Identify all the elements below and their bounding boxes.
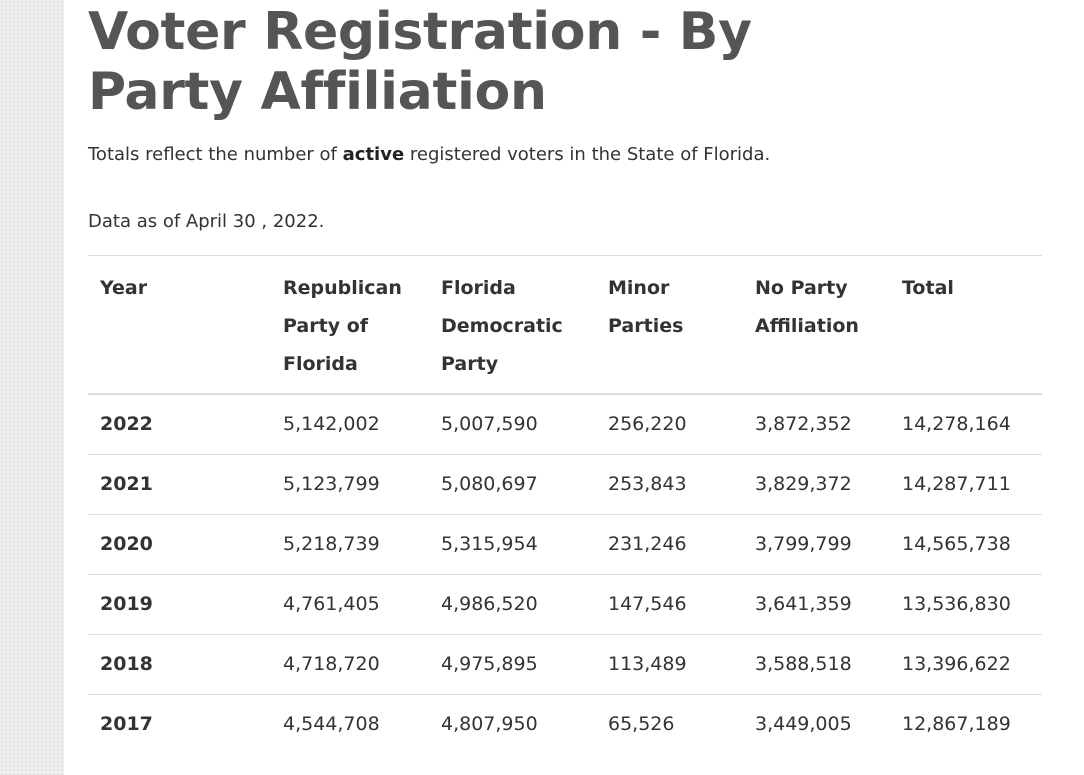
cell-democratic: 5,315,954 bbox=[441, 533, 538, 555]
cell-year: 2018 bbox=[100, 653, 153, 675]
header-year: Year bbox=[100, 277, 148, 299]
cell-year: 2017 bbox=[100, 713, 153, 735]
cell-no-party: 3,641,359 bbox=[755, 593, 852, 615]
cell-no-party: 3,449,005 bbox=[755, 713, 852, 735]
cell-no-party: 3,588,518 bbox=[755, 653, 852, 675]
cell-total: 13,396,622 bbox=[902, 653, 1011, 675]
cell-no-party: 3,872,352 bbox=[755, 413, 852, 435]
cell-democratic: 4,986,520 bbox=[441, 593, 538, 615]
cell-democratic: 4,807,950 bbox=[441, 713, 538, 735]
cell-minor-parties: 253,843 bbox=[608, 473, 687, 495]
cell-minor-parties: 113,489 bbox=[608, 653, 687, 675]
cell-year: 2019 bbox=[100, 593, 153, 615]
cell-total: 14,287,711 bbox=[902, 473, 1011, 495]
cell-democratic: 5,080,697 bbox=[441, 473, 538, 495]
table-row: 2019 4,761,405 4,986,520 147,546 3,641,3… bbox=[88, 575, 1042, 635]
table-row: 2020 5,218,739 5,315,954 231,246 3,799,7… bbox=[88, 515, 1042, 575]
cell-republican: 5,123,799 bbox=[283, 473, 380, 495]
cell-total: 13,536,830 bbox=[902, 593, 1011, 615]
cell-minor-parties: 65,526 bbox=[608, 713, 675, 735]
voter-registration-table: Year Republican Party of Florida Florida… bbox=[88, 255, 1042, 754]
intro-text-bold: active bbox=[342, 144, 405, 165]
intro-text: Totals reflect the number of active regi… bbox=[88, 142, 770, 168]
cell-total: 12,867,189 bbox=[902, 713, 1011, 735]
cell-no-party: 3,799,799 bbox=[755, 533, 852, 555]
cell-republican: 4,718,720 bbox=[283, 653, 380, 675]
intro-text-start: Totals reflect the number of bbox=[88, 144, 343, 165]
cell-republican: 5,142,002 bbox=[283, 413, 380, 435]
cell-total: 14,565,738 bbox=[902, 533, 1011, 555]
cell-year: 2022 bbox=[100, 413, 153, 435]
cell-year: 2020 bbox=[100, 533, 153, 555]
cell-minor-parties: 231,246 bbox=[608, 533, 687, 555]
table-row: 2018 4,718,720 4,975,895 113,489 3,588,5… bbox=[88, 635, 1042, 695]
table-row: 2017 4,544,708 4,807,950 65,526 3,449,00… bbox=[88, 695, 1042, 755]
cell-democratic: 4,975,895 bbox=[441, 653, 538, 675]
table-row: 2022 5,142,002 5,007,590 256,220 3,872,3… bbox=[88, 394, 1042, 455]
page-background-strip bbox=[0, 0, 64, 775]
cell-minor-parties: 256,220 bbox=[608, 413, 687, 435]
cell-year: 2021 bbox=[100, 473, 153, 495]
cell-republican: 5,218,739 bbox=[283, 533, 380, 555]
table-body: 2022 5,142,002 5,007,590 256,220 3,872,3… bbox=[88, 394, 1042, 754]
data-as-of-text: Data as of April 30 , 2022. bbox=[88, 211, 325, 232]
cell-democratic: 5,007,590 bbox=[441, 413, 538, 435]
header-republican: Republican Party of Florida bbox=[283, 277, 402, 375]
header-total: Total bbox=[902, 277, 954, 299]
header-democratic: Florida Democratic Party bbox=[441, 277, 563, 375]
table-header-row: Year Republican Party of Florida Florida… bbox=[88, 255, 1042, 394]
header-minor-parties: Minor Parties bbox=[608, 277, 684, 337]
cell-republican: 4,544,708 bbox=[283, 713, 380, 735]
cell-total: 14,278,164 bbox=[902, 413, 1011, 435]
cell-republican: 4,761,405 bbox=[283, 593, 380, 615]
header-no-party: No Party Affiliation bbox=[755, 277, 859, 337]
cell-no-party: 3,829,372 bbox=[755, 473, 852, 495]
table-header: Year Republican Party of Florida Florida… bbox=[88, 255, 1042, 394]
table-row: 2021 5,123,799 5,080,697 253,843 3,829,3… bbox=[88, 455, 1042, 515]
page-title: Voter Registration - By Party Affiliatio… bbox=[88, 2, 752, 122]
cell-minor-parties: 147,546 bbox=[608, 593, 687, 615]
intro-text-end: registered voters in the State of Florid… bbox=[404, 144, 771, 165]
